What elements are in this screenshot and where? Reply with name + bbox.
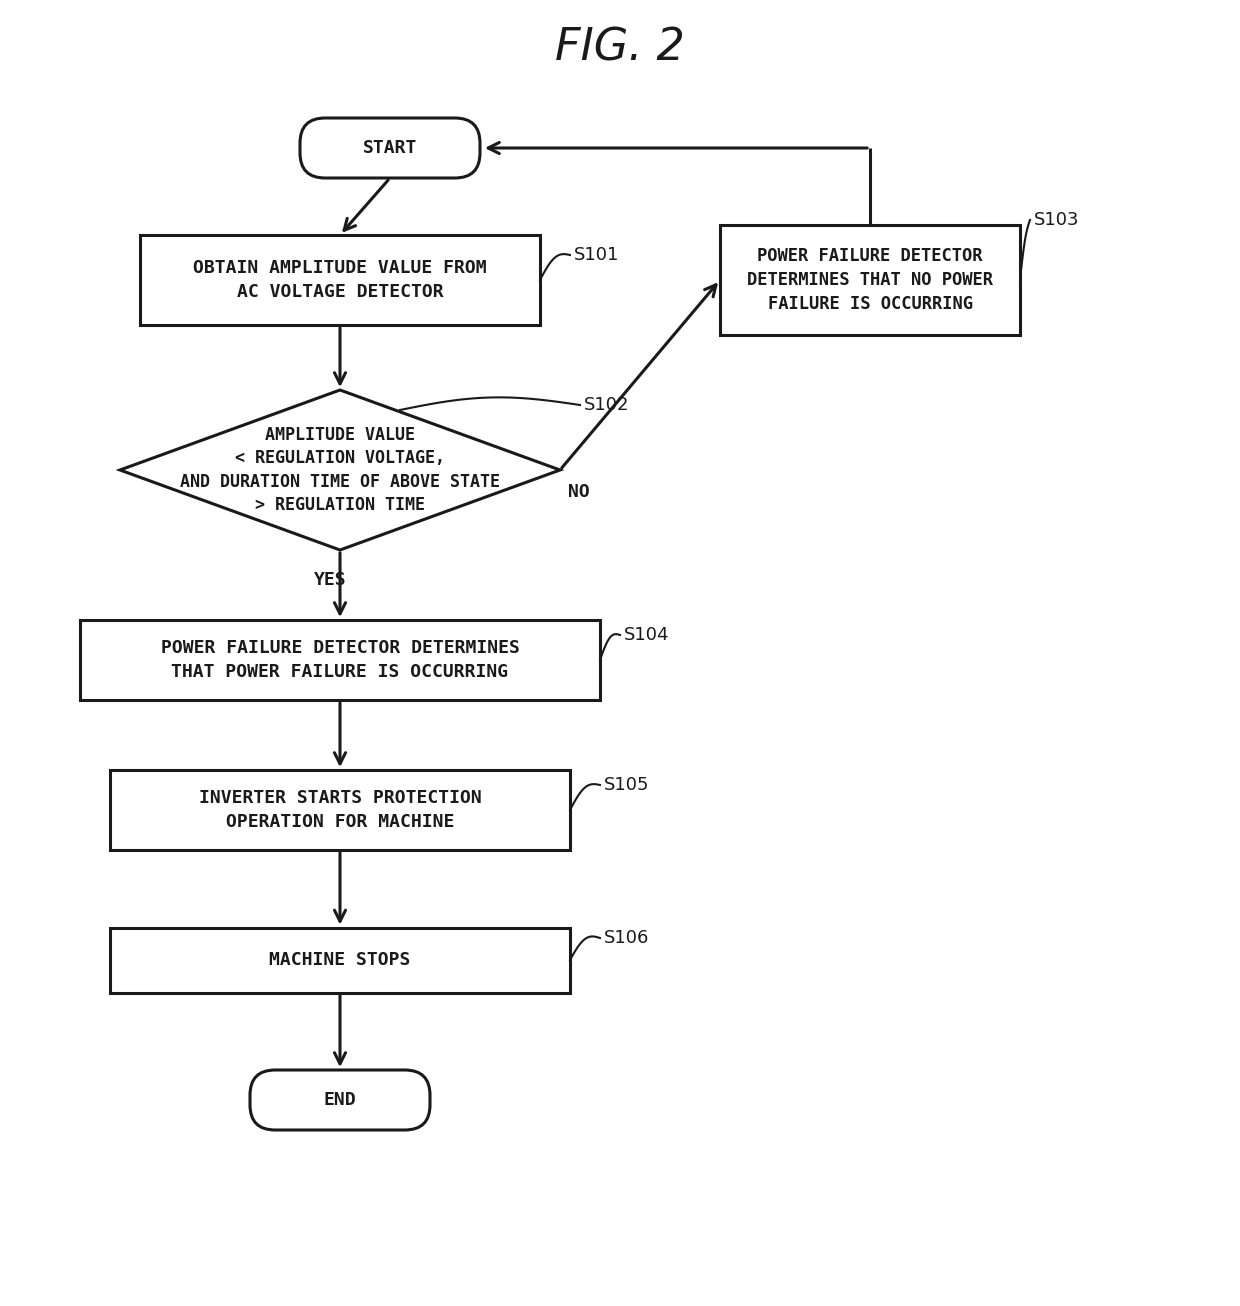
Text: MACHINE STOPS: MACHINE STOPS	[269, 951, 410, 969]
Text: START: START	[363, 138, 417, 157]
Text: POWER FAILURE DETECTOR
DETERMINES THAT NO POWER
FAILURE IS OCCURRING: POWER FAILURE DETECTOR DETERMINES THAT N…	[746, 247, 993, 312]
Bar	[720, 225, 1021, 336]
Text: S106: S106	[604, 929, 650, 947]
Text: S105: S105	[604, 776, 650, 794]
Text: POWER FAILURE DETECTOR DETERMINES
THAT POWER FAILURE IS OCCURRING: POWER FAILURE DETECTOR DETERMINES THAT P…	[160, 639, 520, 680]
Bar	[81, 620, 600, 700]
Bar	[140, 235, 539, 325]
Text: S101: S101	[574, 246, 619, 264]
Bar	[110, 927, 570, 993]
Text: FIG. 2: FIG. 2	[556, 26, 684, 69]
Text: S103: S103	[1034, 212, 1080, 229]
Text: AMPLITUDE VALUE
< REGULATION VOLTAGE,
AND DURATION TIME OF ABOVE STATE
> REGULAT: AMPLITUDE VALUE < REGULATION VOLTAGE, AN…	[180, 426, 500, 515]
FancyBboxPatch shape	[250, 1070, 430, 1130]
Bar	[110, 771, 570, 850]
Text: END: END	[324, 1091, 356, 1109]
Polygon shape	[120, 390, 560, 550]
Text: OBTAIN AMPLITUDE VALUE FROM
AC VOLTAGE DETECTOR: OBTAIN AMPLITUDE VALUE FROM AC VOLTAGE D…	[193, 259, 487, 300]
Text: S102: S102	[584, 396, 630, 414]
Text: INVERTER STARTS PROTECTION
OPERATION FOR MACHINE: INVERTER STARTS PROTECTION OPERATION FOR…	[198, 789, 481, 831]
Text: S104: S104	[624, 626, 670, 644]
Text: NO: NO	[568, 483, 590, 502]
FancyBboxPatch shape	[300, 118, 480, 178]
Text: YES: YES	[314, 571, 346, 589]
